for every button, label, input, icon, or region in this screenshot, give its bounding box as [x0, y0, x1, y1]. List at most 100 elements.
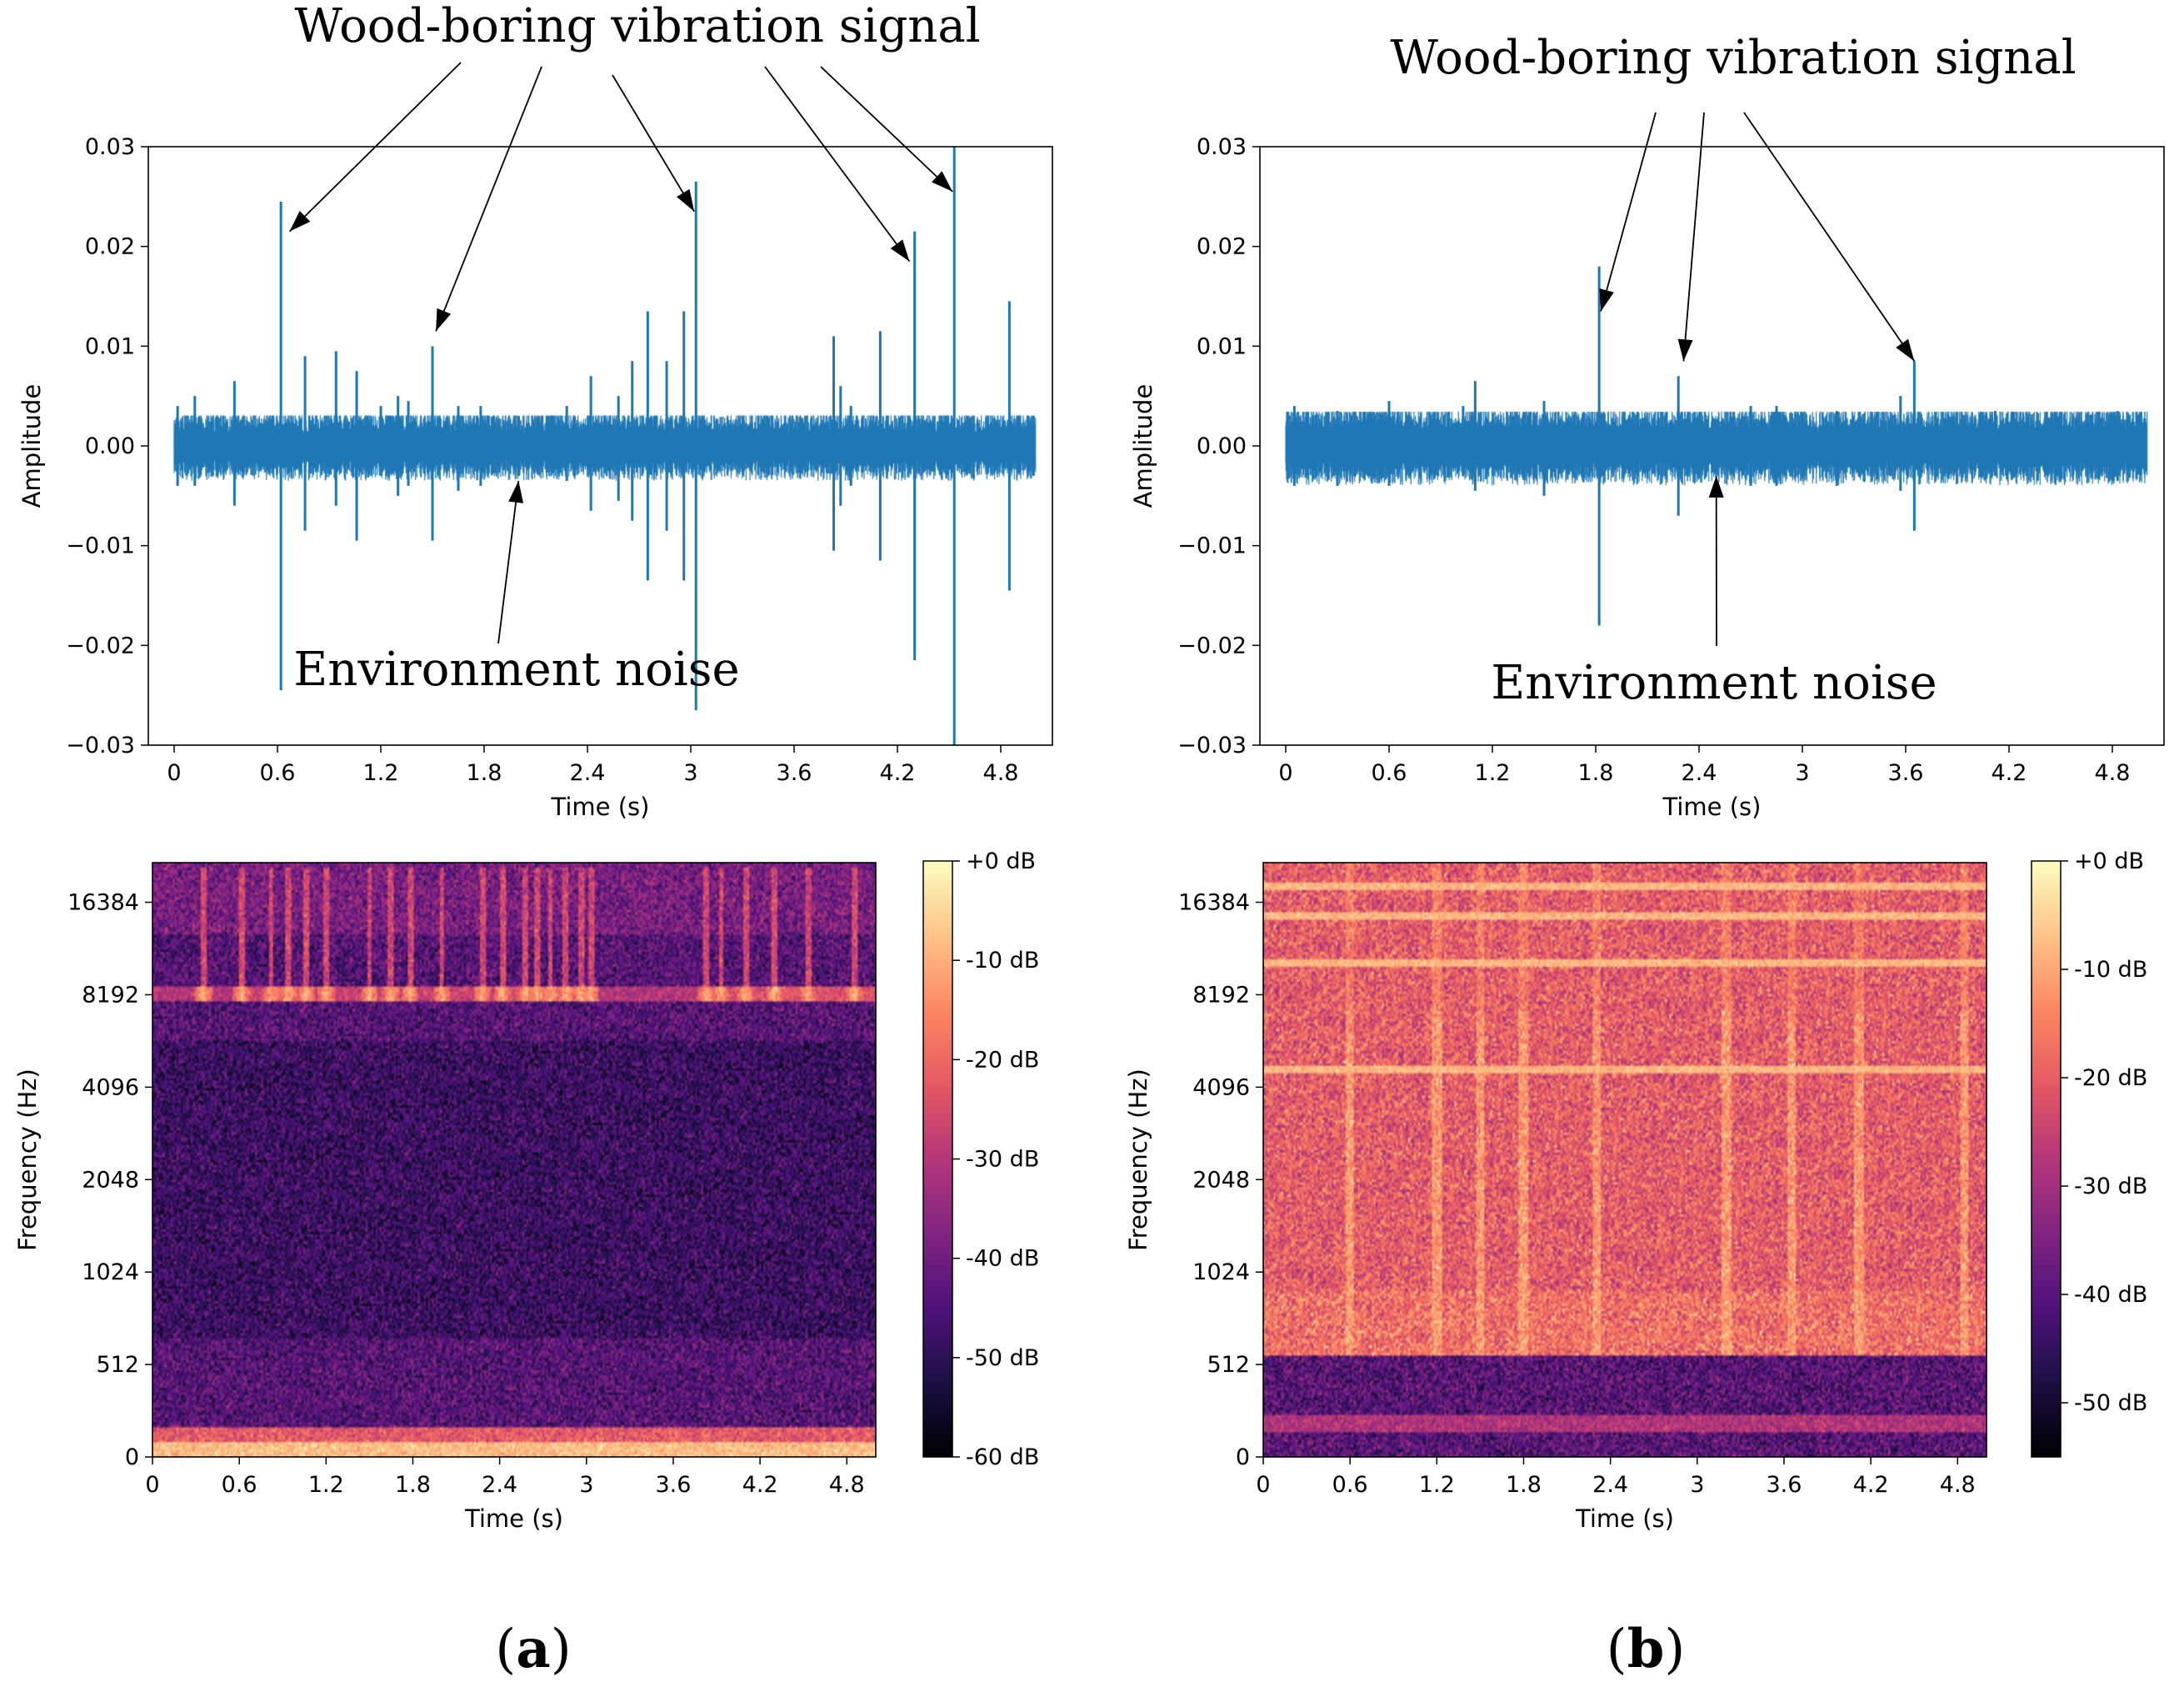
b-spec-heatmap-image	[1263, 863, 1987, 1457]
a-wave-ylabel: Amplitude	[17, 384, 46, 508]
b-wave-ytick-label: −0.03	[1177, 733, 1247, 758]
b-wave-signal-arrow-1-head	[1677, 338, 1693, 362]
a-spec-heatmap-image	[152, 863, 876, 1457]
panel-label-a: (a)	[495, 1618, 571, 1680]
a-wave-ytick-label: −0.02	[66, 633, 135, 658]
a-wave-xtick-label: 1.2	[363, 760, 399, 786]
annotation-signal-b: Wood-boring vibration signal	[1390, 31, 2076, 85]
b-spec-xtick-label: 1.8	[1506, 1472, 1542, 1498]
b-spec-ytick-label: 512	[1207, 1352, 1250, 1378]
panel-label-b-letter: b	[1627, 1618, 1665, 1680]
b-spec-xtick-label: 0	[1256, 1472, 1270, 1498]
a-wave-xtick-label: 0.6	[260, 760, 296, 786]
b-spec-ytick-label: 1024	[1192, 1259, 1250, 1285]
a-wave-xtick-label: 0	[167, 760, 181, 786]
a-wave-xlabel: Time (s)	[551, 793, 650, 821]
a-wave-noise-arrow-head	[508, 480, 524, 503]
panel-label-b: (b)	[1607, 1618, 1686, 1680]
a-wave-xtick-label: 1.8	[467, 760, 502, 786]
a-spec-xtick-label: 3	[579, 1472, 593, 1498]
b-spec-axes-frame	[1262, 862, 1987, 1458]
b-wave-ytick-label: 0.02	[1197, 234, 1247, 260]
a-spec-xtick-label: 1.8	[395, 1472, 431, 1498]
b-wave-noise-arrow-head	[1708, 475, 1724, 498]
a-wave-signal-arrow-2-head	[677, 188, 695, 212]
a-spec-axes-frame	[152, 862, 877, 1458]
a-spec-xtick-label: 1.2	[308, 1472, 344, 1498]
b-spec-xtick-label: 3.6	[1766, 1472, 1802, 1498]
a-wave-signal-arrow-0-head	[289, 211, 311, 232]
a-wave-xtick-label: 3	[683, 760, 697, 786]
a-spec-xtick-label: 3.6	[655, 1472, 691, 1498]
a-spec-colorbar-label: -50 dB	[966, 1345, 1039, 1371]
b-spec-xtick-label: 3	[1690, 1472, 1704, 1498]
b-wave-xtick-label: 0	[1278, 760, 1292, 786]
a-spec-colorbar-label: -20 dB	[966, 1047, 1039, 1073]
a-spec-ytick-label: 4096	[82, 1074, 139, 1100]
b-wave-ytick-label: −0.02	[1177, 633, 1247, 658]
b-spec-xlabel: Time (s)	[1575, 1504, 1674, 1533]
a-spec-xtick-label: 0	[145, 1472, 159, 1498]
b-wave-xtick-label: 1.2	[1475, 760, 1511, 786]
a-spec-colorbar-label: -30 dB	[966, 1147, 1039, 1173]
b-spec-ytick-label: 16384	[1178, 890, 1250, 916]
b-wave-xtick-label: 2.4	[1682, 760, 1717, 786]
b-wave-signal-arrow-1-shaft	[1682, 112, 1705, 362]
b-spec-ylabel: Frequency (Hz)	[1124, 1069, 1152, 1251]
annotation-noise-b: Environment noise	[1491, 656, 1937, 710]
a-spec-colorbar-label: +0 dB	[966, 849, 1036, 874]
b-spec-xtick-label: 4.2	[1853, 1472, 1889, 1498]
a-spec-xtick-label: 4.8	[829, 1472, 865, 1498]
b-wave-ytick-label: 0.03	[1197, 134, 1247, 160]
b-spec-xtick-label: 1.2	[1419, 1472, 1455, 1498]
a-wave-signal-arrow-1-head	[436, 308, 452, 332]
b-wave-ytick-label: −0.01	[1177, 533, 1247, 559]
a-spec-ytick-label: 2048	[82, 1167, 139, 1193]
a-wave-ytick-label: 0.00	[85, 433, 135, 459]
panel-label-a-letter: a	[516, 1618, 550, 1680]
b-wave-signal-arrow-2-head	[1896, 338, 1915, 362]
a-wave-ytick-label: 0.01	[85, 333, 135, 359]
b-spec-colorbar-gradient	[2032, 861, 2061, 1457]
b-spec-colorbar-label: -20 dB	[2074, 1065, 2147, 1091]
b-spec-xtick-label: 4.8	[1940, 1472, 1976, 1498]
b-wave-signal-arrow-2-shaft	[1743, 112, 1916, 362]
b-wave-xtick-label: 0.6	[1372, 760, 1407, 786]
a-wave-signal-arrow-3-head	[890, 239, 910, 262]
a-spec-ylabel: Frequency (Hz)	[13, 1069, 42, 1251]
a-wave-xtick-label: 4.2	[880, 760, 916, 786]
b-wave-signal-arrow-0-shaft	[1600, 112, 1657, 312]
b-wave-ytick-label: 0.01	[1197, 333, 1247, 359]
a-wave-signal-arrow-2-shaft	[612, 74, 695, 213]
a-wave-xtick-label: 3.6	[777, 760, 812, 786]
b-wave-xtick-label: 4.8	[2095, 760, 2131, 786]
b-spec-colorbar-label: -50 dB	[2074, 1390, 2147, 1416]
b-spec-colorbar-label: -40 dB	[2074, 1282, 2147, 1308]
a-spec-ytick-label: 8192	[82, 982, 139, 1008]
b-wave-noise-band	[1260, 147, 2164, 745]
b-wave-xtick-label: 3.6	[1888, 760, 1924, 786]
a-wave-xtick-label: 2.4	[570, 760, 606, 786]
a-spec-colorbar-label: -40 dB	[966, 1246, 1039, 1272]
b-spec-ytick-label: 2048	[1192, 1167, 1250, 1193]
b-spec-ytick-label: 4096	[1192, 1074, 1250, 1100]
b-spec-colorbar-label: -30 dB	[2074, 1174, 2147, 1199]
b-wave-ytick-label: 0.00	[1197, 433, 1247, 459]
a-wave-noise-arrow-shaft	[497, 480, 520, 644]
b-wave-xtick-label: 4.2	[1992, 760, 2027, 786]
b-wave-ylabel: Amplitude	[1129, 384, 1157, 508]
a-wave-ytick-label: 0.02	[85, 234, 135, 260]
a-spec-xtick-label: 0.6	[222, 1472, 257, 1498]
b-wave-xtick-label: 3	[1795, 760, 1809, 786]
a-spec-ytick-label: 1024	[82, 1259, 139, 1285]
annotation-noise-a: Environment noise	[293, 643, 739, 697]
a-spec-xlabel: Time (s)	[464, 1504, 563, 1533]
a-wave-xtick-label: 4.8	[983, 760, 1019, 786]
b-spec-xtick-label: 0.6	[1332, 1472, 1368, 1498]
b-spec-colorbar-label: +0 dB	[2074, 849, 2144, 874]
a-wave-ytick-label: −0.03	[66, 733, 135, 758]
a-wave-ytick-label: −0.01	[66, 533, 135, 559]
a-spec-ytick-label: 0	[125, 1444, 139, 1470]
a-wave-signal-arrow-4-head	[932, 171, 953, 192]
